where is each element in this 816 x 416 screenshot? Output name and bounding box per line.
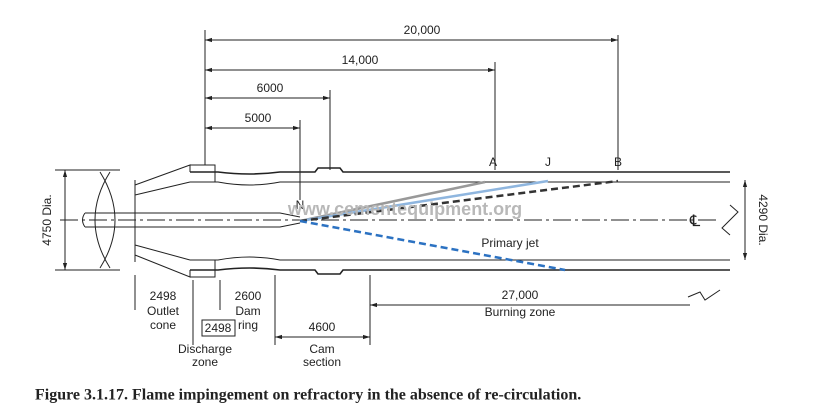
zone-name: Dam [235,304,260,318]
zone-name: Outlet [147,304,180,318]
zone-name: Burning zone [485,305,556,319]
labels: 20,000 14,000 6000 5000 A J B N www.ceme… [35,23,770,404]
dimension: 6000 [257,81,284,95]
zone-name: Discharge [178,342,232,356]
zone-length: 2600 [235,289,262,303]
zone-length: 27,000 [502,288,539,302]
zone-name: section [303,355,341,369]
zone-name: zone [192,355,218,369]
zone-length: 2498 [205,321,232,335]
watermark: www.cementequipment.org [287,199,522,219]
diameter: 4750 Dia. [40,194,54,245]
dimension: 14,000 [342,53,379,67]
point-label: J [545,155,551,169]
zone-length: 4600 [309,320,336,334]
kiln-drawing [55,30,748,345]
diameter: 4290 Dia. [756,194,770,245]
point-label: N [296,198,305,212]
zone-name: ring [238,318,258,332]
zone-name: cone [150,318,176,332]
zone-name: Cam [309,342,334,356]
jet-label: Primary jet [481,236,539,250]
zone-length: 2498 [150,289,177,303]
dimension: 20,000 [404,23,441,37]
caption: Figure 3.1.17. Flame impingement on refr… [35,387,581,404]
dimension: 5000 [245,111,272,125]
centerline: ℄ [689,213,701,230]
point-label: B [614,155,622,169]
point-label: A [489,155,497,169]
